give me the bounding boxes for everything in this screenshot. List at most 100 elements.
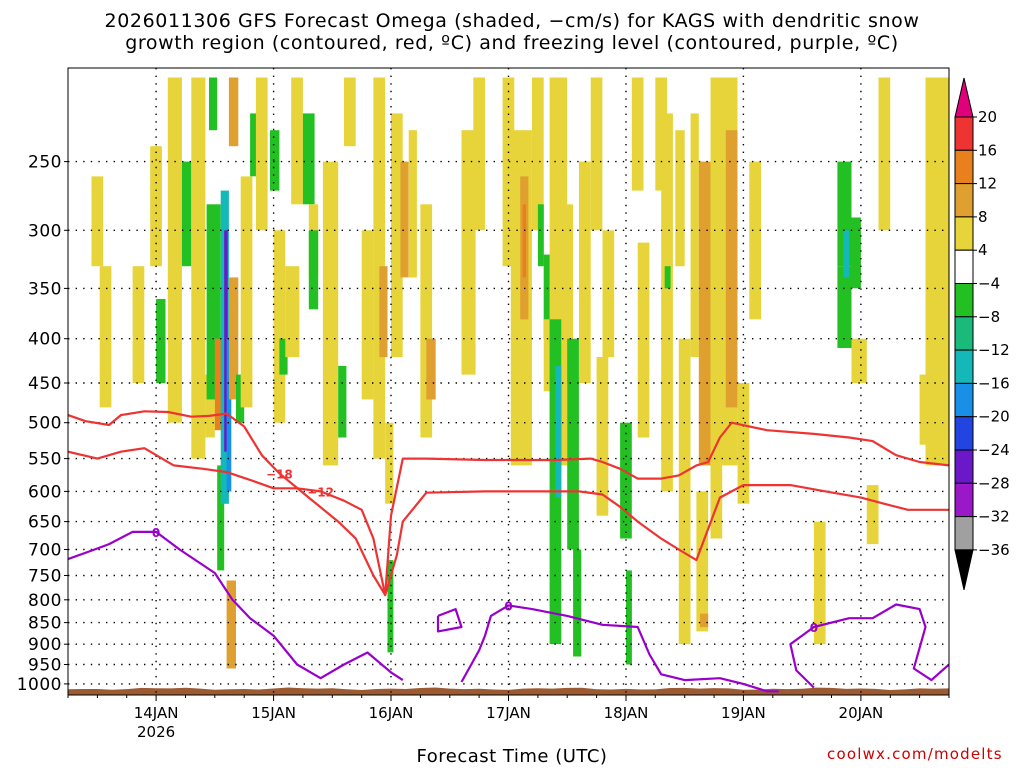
colorbar-swatch bbox=[954, 449, 974, 484]
colorbar-swatch bbox=[954, 249, 974, 284]
omega-cell bbox=[690, 113, 699, 358]
dgz-contour-label: −12 bbox=[307, 485, 334, 499]
omega-cell bbox=[543, 319, 554, 392]
omega-cell bbox=[361, 230, 374, 400]
omega-cell bbox=[255, 77, 268, 231]
omega-cell bbox=[132, 266, 145, 383]
omega-cell bbox=[167, 77, 182, 423]
y-tick-label: 450 bbox=[28, 374, 62, 394]
omega-cell bbox=[408, 130, 417, 278]
colorbar-swatch bbox=[954, 516, 974, 551]
omega-cell bbox=[661, 113, 673, 492]
omega-cell bbox=[749, 161, 761, 320]
contour-lines: −18 −12 0 0 0 bbox=[68, 410, 949, 693]
y-tick-label: 250 bbox=[28, 153, 62, 173]
omega-cell bbox=[240, 176, 253, 408]
colorbar-swatch bbox=[954, 482, 974, 518]
y-tick-label: 500 bbox=[28, 414, 62, 434]
omega-cell bbox=[385, 422, 394, 504]
omega-cell bbox=[205, 374, 215, 438]
colorbar-label: −36 bbox=[978, 541, 1010, 559]
omega-cell bbox=[224, 230, 228, 452]
colorbar-swatch bbox=[954, 116, 974, 151]
colorbar-label: −20 bbox=[978, 408, 1010, 426]
omega-cell bbox=[308, 230, 319, 310]
omega-cell bbox=[400, 161, 409, 278]
omega-cell bbox=[226, 580, 236, 669]
y-tick-label: 900 bbox=[28, 635, 62, 655]
omega-cell bbox=[338, 365, 347, 438]
colorbar-swatch bbox=[954, 216, 974, 251]
colorbar-label: −24 bbox=[978, 441, 1010, 459]
y-tick-label: 550 bbox=[28, 450, 62, 470]
y-tick-label: 400 bbox=[28, 330, 62, 350]
omega-cell bbox=[698, 161, 711, 466]
y-tick-label: 650 bbox=[28, 513, 62, 533]
colorbar-swatch bbox=[954, 349, 974, 384]
omega-cell bbox=[214, 338, 222, 431]
omega-cell bbox=[637, 242, 650, 438]
colorbar-swatch bbox=[954, 316, 974, 351]
y-tick-label: 1000 bbox=[17, 675, 62, 695]
colorbar-label: 16 bbox=[978, 141, 997, 159]
omega-cell bbox=[209, 77, 218, 131]
omega-cell bbox=[537, 204, 544, 267]
x-tick-label: 15JAN bbox=[251, 704, 296, 722]
y-tick-label: 300 bbox=[28, 221, 62, 241]
omega-cell bbox=[426, 338, 436, 400]
colorbar-label: −12 bbox=[978, 341, 1010, 359]
colorbar-swatch bbox=[954, 416, 974, 451]
omega-cell bbox=[590, 77, 603, 231]
omega-cell bbox=[573, 549, 582, 657]
y-tick-label: 700 bbox=[28, 541, 62, 561]
omega-cell bbox=[710, 77, 723, 539]
omega-cell bbox=[420, 204, 433, 438]
freezing-contour-line bbox=[789, 603, 949, 689]
chart-title-line-1: 2026011306 GFS Forecast Omega (shaded, −… bbox=[104, 10, 920, 32]
omega-cell bbox=[549, 319, 562, 645]
x-tick-label: 16JAN bbox=[369, 704, 414, 722]
dgz-contour-line bbox=[68, 410, 949, 597]
credit-text: coolwx.com/modelts bbox=[827, 745, 1003, 763]
colorbar: 20 16 12 8 4 −4 −8 −12 −16 −20 −24 −28 −32 −36 bbox=[954, 77, 1010, 591]
y-tick-label: 350 bbox=[28, 279, 62, 299]
colorbar-label: −32 bbox=[978, 508, 1010, 526]
colorbar-label: 4 bbox=[978, 241, 988, 259]
omega-cell bbox=[700, 613, 709, 628]
freezing-contour-label: 0 bbox=[152, 526, 160, 540]
dgz-contour-label: −18 bbox=[266, 467, 293, 481]
omega-cell bbox=[181, 161, 192, 267]
colorbar-label: 8 bbox=[978, 208, 988, 226]
y-tick-label: 850 bbox=[28, 614, 62, 634]
omega-cell bbox=[236, 374, 245, 423]
omega-cell bbox=[878, 77, 891, 231]
omega-cell bbox=[555, 365, 562, 498]
omega-cell bbox=[813, 521, 826, 645]
omega-cell bbox=[228, 77, 239, 147]
omega-cell bbox=[631, 77, 644, 191]
omega-cell bbox=[285, 266, 300, 358]
x-tick-label: 19JAN bbox=[721, 704, 766, 722]
colorbar-swatch bbox=[954, 183, 974, 218]
freezing-contour-line bbox=[460, 604, 779, 693]
colorbar-top-arrow bbox=[954, 77, 974, 118]
omega-cell bbox=[291, 77, 303, 205]
colorbar-label: −8 bbox=[978, 308, 1000, 326]
omega-cell bbox=[387, 560, 394, 653]
colorbar-label: 12 bbox=[978, 175, 997, 193]
colorbar-swatch bbox=[954, 382, 974, 418]
omega-cell bbox=[156, 299, 166, 384]
omega-cell bbox=[620, 422, 632, 539]
omega-cell bbox=[473, 77, 485, 231]
omega-cell bbox=[273, 230, 286, 423]
omega-cell bbox=[379, 266, 388, 358]
y-tick-label: 750 bbox=[28, 567, 62, 587]
omega-cell bbox=[532, 77, 544, 231]
colorbar-swatch bbox=[954, 149, 974, 185]
omega-cell bbox=[655, 77, 667, 191]
x-tick-label: 17JAN bbox=[486, 704, 531, 722]
omega-cell bbox=[502, 77, 515, 267]
omega-cell bbox=[837, 266, 852, 348]
